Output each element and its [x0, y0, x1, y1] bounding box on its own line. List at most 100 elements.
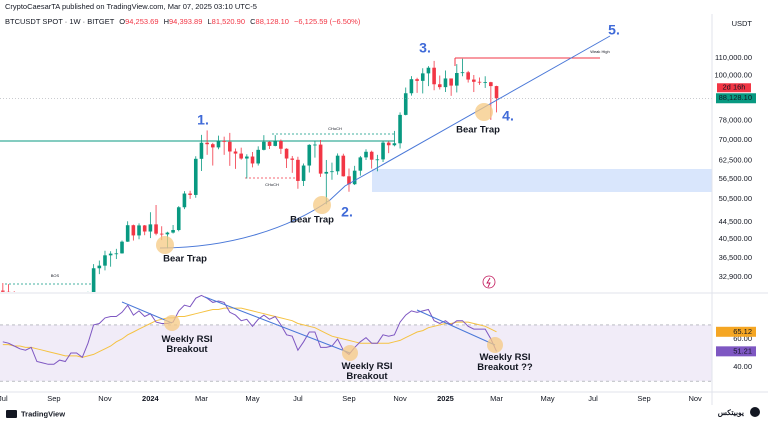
rsi-ma-line — [2, 307, 497, 358]
x-tick-label: Jul — [0, 394, 8, 403]
rsi-line — [2, 294, 497, 365]
x-tick-label: Sep — [342, 394, 355, 403]
y-tick-label: 44,500.00 — [719, 217, 752, 226]
candle-body — [210, 144, 215, 148]
symbol: BTCUSDT SPOT · 1W · BITGET — [5, 17, 115, 26]
rsi-value-box — [716, 346, 756, 357]
y-tick-label: 50,500.00 — [719, 194, 752, 203]
annotation: 5. — [608, 22, 620, 38]
trend-line — [159, 35, 611, 249]
candle-body — [279, 141, 283, 149]
candle-body — [290, 158, 295, 160]
candle-body — [358, 157, 363, 171]
rsi-trend-line — [121, 301, 173, 324]
ohlc-value: 88,128.10 — [256, 17, 289, 26]
rsi-trend-line — [416, 309, 496, 346]
candle-body — [171, 230, 175, 233]
rsi-tick-label: 40.00 — [733, 362, 752, 371]
candle-body — [216, 140, 221, 148]
candle-body — [250, 156, 255, 164]
x-tick-label: Mar — [195, 394, 208, 403]
marker — [342, 345, 358, 361]
rsi-note-line: Breakout — [166, 344, 208, 355]
event-icon — [486, 277, 491, 288]
candle-body — [335, 155, 340, 172]
x-tick-label: Nov — [393, 394, 407, 403]
candle-body — [131, 225, 136, 236]
candle-body — [262, 141, 266, 150]
candle-body — [296, 159, 300, 181]
symbol-line: BTCUSDT SPOT · 1W · BITGET O94,253.69 H9… — [5, 17, 361, 26]
candle-body — [466, 72, 470, 80]
annotation: Bear Trap — [290, 215, 334, 226]
ohlc-value: 94,253.69 — [125, 17, 158, 26]
candle-body — [415, 79, 419, 81]
annotation: 1. — [197, 112, 209, 128]
rsi-note: Weekly RSI Breakout — [161, 334, 212, 355]
drawings-top: 1. 2. 3. 4. 5. Bear Trap Bear Trap Bear … — [51, 22, 620, 289]
annotation: Bear Trap — [456, 125, 500, 136]
y-tick-label: 100,000.00 — [714, 70, 752, 79]
candle-body — [159, 233, 164, 235]
candle-body — [228, 141, 232, 152]
candle-body — [245, 156, 249, 159]
axes: 110,000.00 100,000.00 78,000.00 70,000.00 62… — [0, 53, 756, 403]
candle-body — [193, 158, 198, 195]
watermark: یوبیتکس — [718, 407, 760, 418]
ohlc-label: H — [164, 17, 169, 26]
rsi-tick-label: 60.00 — [733, 334, 752, 343]
y-tick-label: 40,500.00 — [719, 234, 752, 243]
rsi-note-line: Weekly RSI — [479, 352, 530, 363]
x-tick-label: May — [245, 394, 259, 403]
y-tick-label: 36,500.00 — [719, 253, 752, 262]
candle-body — [154, 224, 158, 234]
candle-body — [432, 67, 436, 85]
candle-body — [233, 151, 238, 154]
candle-body — [108, 253, 113, 256]
y-tick-label: 110,000.00 — [715, 53, 752, 62]
candle-body — [313, 144, 317, 146]
candle-body — [403, 93, 408, 115]
candle-body — [330, 171, 334, 173]
last-price-label: 88,128.10 — [719, 93, 752, 102]
marker — [164, 315, 180, 331]
candle-body — [142, 225, 147, 232]
ohlc-label: C — [250, 17, 256, 26]
last-price-box — [716, 93, 756, 104]
candle-body — [381, 142, 385, 160]
countdown-box — [717, 83, 751, 93]
candle-body — [472, 79, 476, 82]
candle-body — [369, 151, 374, 160]
candle-body — [455, 73, 459, 86]
currency: USDT — [732, 19, 753, 28]
countdown: 2d 16h — [723, 83, 746, 92]
annotation: Weak High — [590, 49, 610, 54]
annotation: 2. — [341, 204, 353, 220]
candle-body — [239, 153, 243, 159]
candle-body — [1, 290, 5, 292]
rsi-note: Weekly RSI Breakout — [341, 361, 392, 382]
rsi-note-line: Breakout ?? — [477, 362, 533, 373]
candle-body — [347, 176, 351, 185]
candle-body — [477, 81, 482, 83]
candle-body — [284, 148, 289, 159]
candle-body — [341, 155, 346, 177]
annotation: 3. — [419, 40, 431, 56]
rsi-note-line: Breakout — [346, 371, 388, 382]
candle-body — [114, 253, 119, 255]
candle-body — [386, 142, 391, 146]
event-icon[interactable] — [482, 275, 496, 289]
rsi-drawings: Weekly RSI Breakout Weekly RSI Breakout We… — [121, 296, 533, 382]
brand: TradingView — [6, 409, 65, 418]
candle-body — [120, 241, 124, 254]
watermark-text: یوبیتکس — [718, 408, 745, 418]
candle-body — [483, 82, 487, 83]
ohlc-label: L — [207, 17, 211, 26]
annotation: CHoCH — [265, 182, 279, 187]
x-tick-label: 2024 — [142, 394, 160, 403]
candle-body — [125, 225, 130, 242]
rsi-note: Weekly RSI Breakout ?? — [477, 352, 533, 373]
ohlc-value: 94,393.89 — [169, 17, 202, 26]
candle-body — [307, 144, 312, 166]
